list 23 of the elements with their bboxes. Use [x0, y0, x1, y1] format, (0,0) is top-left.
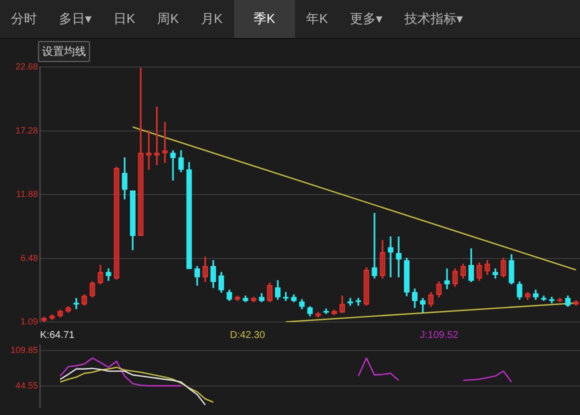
text: 技术指标▾	[403, 10, 464, 28]
y-tick-label: 22.68	[15, 61, 38, 72]
text: 日K	[112, 10, 136, 28]
text: J:109.52	[420, 330, 458, 341]
y-tick-label: 11.88	[16, 189, 38, 200]
y-tick-label: 109.85	[10, 345, 38, 356]
text: 周K	[156, 10, 180, 28]
candlestick	[372, 212, 378, 279]
y-tick-label: 44.55	[15, 380, 38, 391]
y-tick-label: 17.28	[15, 125, 38, 136]
text: 季K	[234, 0, 296, 38]
candlestick	[170, 150, 176, 180]
text: 多日▾	[58, 10, 93, 28]
text: 分时	[10, 10, 38, 28]
text: D:42.30	[230, 330, 266, 341]
text: 设置均线	[38, 41, 90, 62]
text: 月K	[200, 10, 224, 28]
text: 年K	[305, 10, 329, 28]
candlestick	[444, 268, 450, 290]
y-tick-label: 6.48	[20, 252, 38, 263]
text: 更多▾	[348, 10, 384, 28]
text: K:64.71	[40, 330, 74, 341]
y-tick-label: 1.09	[20, 316, 38, 326]
